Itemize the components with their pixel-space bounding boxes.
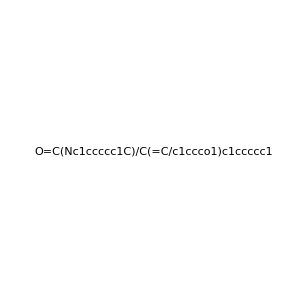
Text: O=C(Nc1ccccc1C)/C(=C/c1ccco1)c1ccccc1: O=C(Nc1ccccc1C)/C(=C/c1ccco1)c1ccccc1 xyxy=(34,146,273,157)
